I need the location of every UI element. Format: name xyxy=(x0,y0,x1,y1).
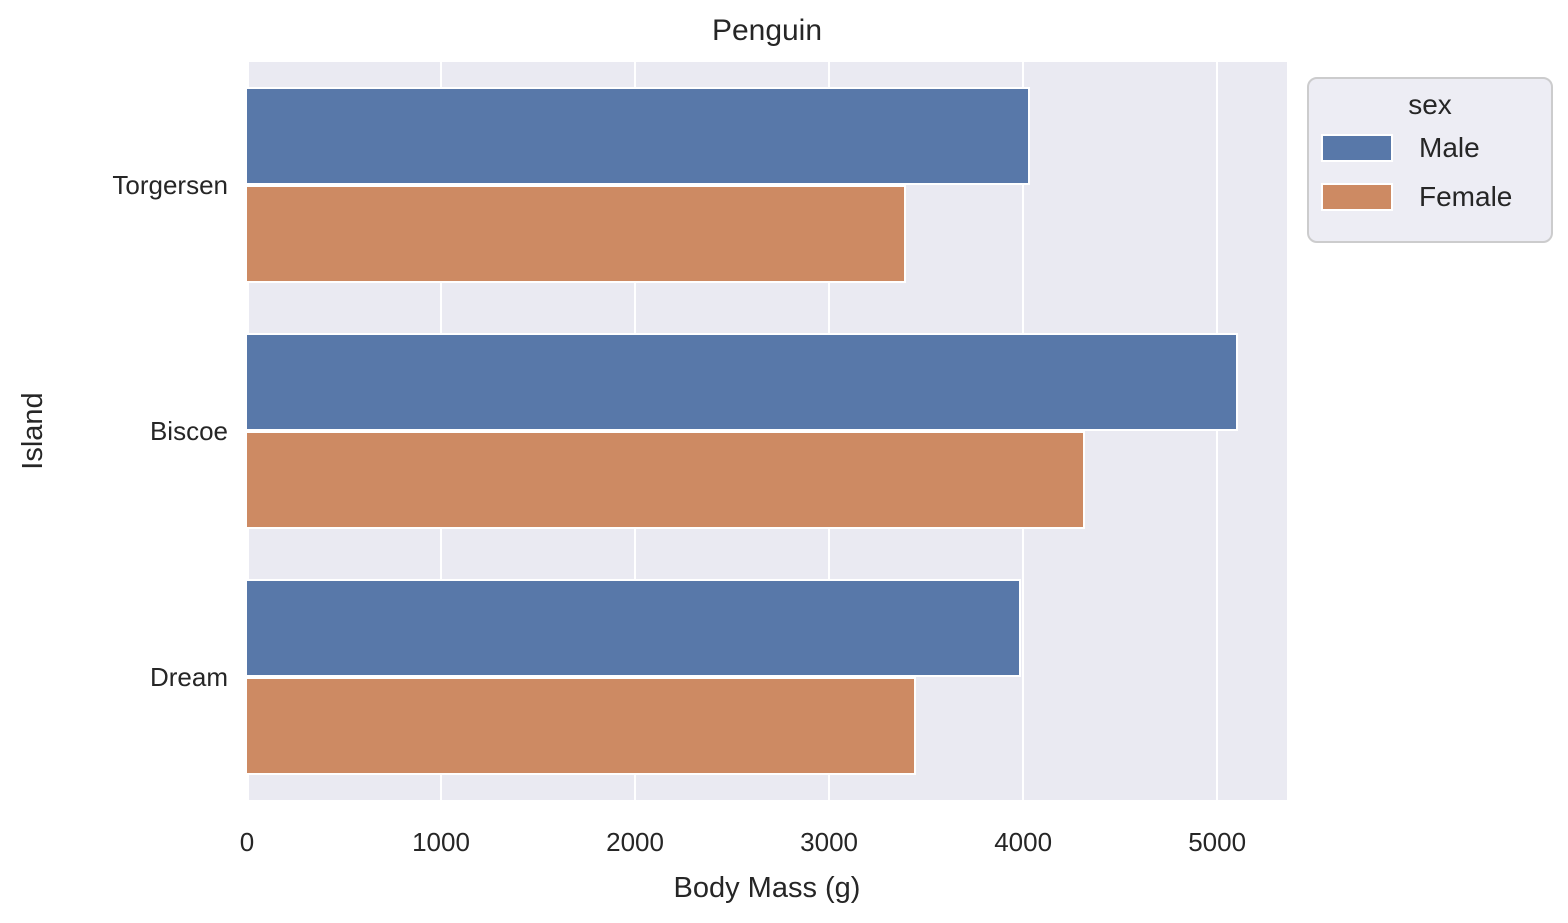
x-tick-0: 0 xyxy=(239,827,255,857)
legend-label-male: Male xyxy=(1419,132,1480,163)
y-tick-biscoe: Biscoe xyxy=(149,416,228,446)
y-tick-torgersen: Torgersen xyxy=(112,170,228,200)
bar-torgersen-female xyxy=(247,185,906,283)
bar-dream-male xyxy=(247,579,1021,677)
x-tick-1000: 1000 xyxy=(412,827,470,857)
gridline-x-5000 xyxy=(1216,62,1219,800)
legend-row-female: Female xyxy=(1309,175,1551,219)
chart-title: Penguin xyxy=(711,14,823,47)
legend-row-male: Male xyxy=(1309,126,1551,170)
plot-area xyxy=(247,62,1287,800)
x-tick-4000: 4000 xyxy=(994,827,1053,857)
legend-label-female: Female xyxy=(1419,181,1513,212)
x-tick-3000: 3000 xyxy=(800,827,858,857)
legend-rows: Male Female xyxy=(1309,126,1551,219)
bar-dream-female xyxy=(247,677,916,775)
legend-swatch-female xyxy=(1321,183,1393,211)
bar-biscoe-male xyxy=(247,333,1238,431)
x-tick-2000: 2000 xyxy=(606,827,664,857)
legend-swatch-male xyxy=(1321,134,1393,162)
bar-torgersen-male xyxy=(247,87,1030,185)
x-tick-5000: 5000 xyxy=(1188,827,1247,857)
legend: sex Male Female xyxy=(1307,77,1553,243)
bar-biscoe-female xyxy=(247,431,1085,529)
legend-title: sex xyxy=(1408,89,1452,120)
x-axis-label: Body Mass (g) xyxy=(673,872,861,904)
y-tick-dream: Dream xyxy=(149,662,228,692)
